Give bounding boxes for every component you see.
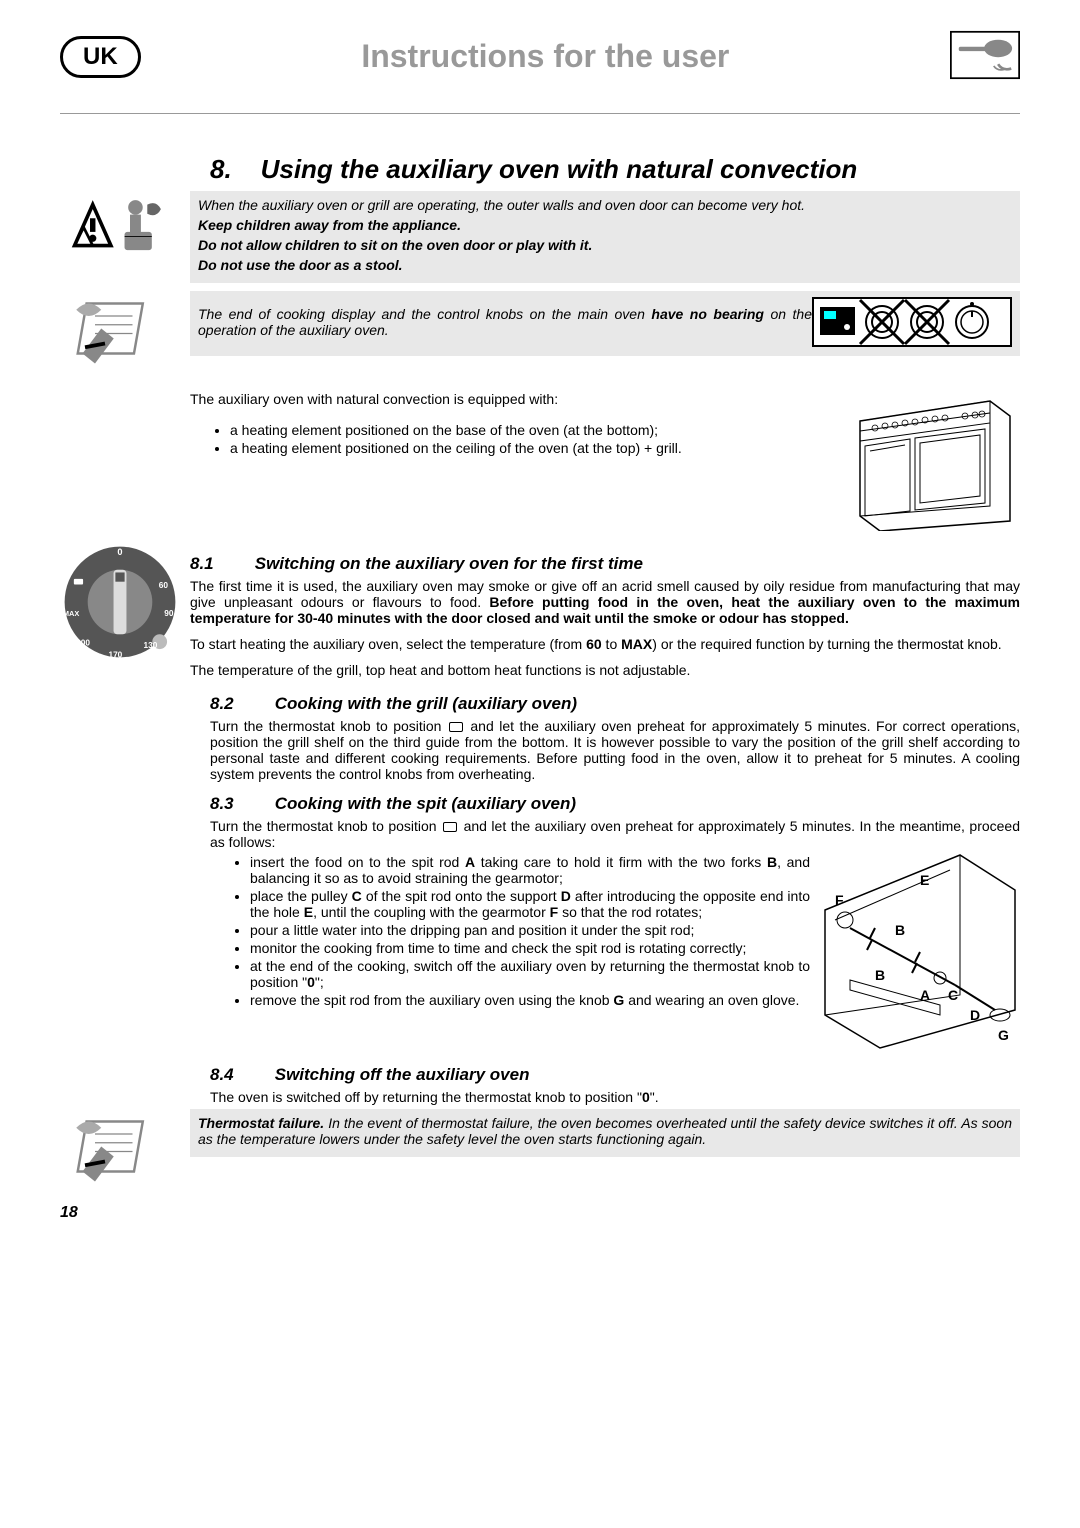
label-B2: B [875,967,885,983]
warning-icon [60,191,190,255]
intro-bullets: a heating element positioned on the base… [190,422,850,456]
s83-title: Cooking with the spit (auxiliary oven) [275,794,576,813]
page-header: UK Instructions for the user [60,30,1020,83]
note1-row: The end of cooking display and the contr… [60,291,1020,366]
warning-line3: Do not allow children to sit on the oven… [198,237,1012,253]
s84-p1a: The oven is switched off by returning th… [210,1089,642,1105]
s82-heading: 8.2 Cooking with the grill (auxiliary ov… [210,694,1020,714]
s84-block: 8.4 Switching off the auxiliary oven The… [210,1065,1020,1105]
s81-p2d: MAX [621,636,652,652]
s82-pa: Turn the thermostat knob to position [210,718,447,734]
s81-p2b: 60 [586,636,602,652]
s81-heading: 8.1 Switching on the auxiliary oven for … [190,554,1020,574]
knobs-panel-icon [812,297,1012,350]
s83-b4: monitor the cooking from time to time an… [250,940,810,956]
dial-130: 130 [144,640,158,650]
label-B: B [895,922,905,938]
dial-max: MAX [63,609,79,618]
header-title: Instructions for the user [141,38,950,75]
s83-num: 8.3 [210,794,270,814]
s81-text: 8.1 Switching on the auxiliary oven for … [190,542,1020,682]
note2-row: Thermostat failure. In the event of ther… [60,1109,1020,1184]
s83-b5: at the end of the cooking, switch off th… [250,958,810,990]
label-G: G [998,1027,1009,1043]
s83-block: 8.3 Cooking with the spit (auxiliary ove… [210,794,1020,1053]
oven-illustration [850,391,1020,534]
s82-block: 8.2 Cooking with the grill (auxiliary ov… [210,694,1020,782]
s83-b1: insert the food on to the spit rod A tak… [250,854,810,886]
s82-num: 8.2 [210,694,270,714]
s81-p2e: ) or the required function by turning th… [652,636,1001,652]
thermostat-dial-icon: 0 60 90 130 170 200 MAX [60,542,190,662]
s82-p: Turn the thermostat knob to position and… [210,718,1020,782]
intro-text: The auxiliary oven with natural convecti… [190,391,850,460]
s83-pa: Turn the thermostat knob to position [210,818,441,834]
uk-badge: UK [60,36,141,78]
note-icon-2 [60,1109,190,1184]
s84-num: 8.4 [210,1065,270,1085]
label-E: E [920,872,929,888]
dial-0: 0 [117,547,122,557]
warning-line1: When the auxiliary oven or grill are ope… [198,197,1012,213]
intro-b1: a heating element positioned on the base… [230,422,850,438]
dial-200: 200 [76,637,90,647]
s81-row: 0 60 90 130 170 200 MAX 8.1 Switching on… [60,542,1020,682]
s83-b6: remove the spit rod from the auxiliary o… [250,992,810,1008]
s81-p1: The first time it is used, the auxiliary… [190,578,1020,626]
warning-text: When the auxiliary oven or grill are ope… [190,191,1020,283]
s81-p2: To start heating the auxiliary oven, sel… [190,636,1020,652]
spit-symbol-icon [443,822,457,832]
label-D: D [970,1007,980,1023]
label-C: C [948,987,958,1003]
s83-intro: Turn the thermostat knob to position and… [210,818,1020,850]
note2-bold: Thermostat failure. [198,1115,324,1131]
s81-num: 8.1 [190,554,250,574]
header-separator [60,113,1020,114]
s84-heading: 8.4 Switching off the auxiliary oven [210,1065,1020,1085]
label-F: F [835,892,844,908]
s84-p1: The oven is switched off by returning th… [210,1089,1020,1105]
note1-bold: have no bearing [651,306,764,322]
section-title: 8. Using the auxiliary oven with natural… [210,154,1020,185]
s81-title: Switching on the auxiliary oven for the … [255,554,643,573]
s83-bullets: insert the food on to the spit rod A tak… [210,854,810,1008]
note-icon [60,291,190,366]
note2-text: Thermostat failure. In the event of ther… [190,1109,1020,1157]
grill-symbol-icon [449,722,463,732]
intro-row: The auxiliary oven with natural convecti… [60,391,1020,534]
s84-title: Switching off the auxiliary oven [275,1065,530,1084]
s83-b3: pour a little water into the dripping pa… [250,922,810,938]
s81-p2c: to [602,636,621,652]
spit-diagram: F E B B A C D G [820,850,1020,1053]
s81-p3: The temperature of the grill, top heat a… [190,662,1020,678]
s84-p1b: 0 [642,1089,650,1105]
section-number: 8. [210,154,232,184]
warning-line2: Keep children away from the appliance. [198,217,1012,233]
s83-heading: 8.3 Cooking with the spit (auxiliary ove… [210,794,1020,814]
note1-text: The end of cooking display and the contr… [190,291,1020,356]
dial-90: 90 [164,608,174,618]
warning-row: When the auxiliary oven or grill are ope… [60,191,1020,283]
label-A: A [920,987,930,1003]
section-heading: Using the auxiliary oven with natural co… [261,154,858,184]
s82-title: Cooking with the grill (auxiliary oven) [275,694,577,713]
page-number: 18 [60,1204,1020,1222]
intro-b2: a heating element positioned on the ceil… [230,440,850,456]
warning-line4: Do not use the door as a stool. [198,257,1012,273]
s83-b2: place the pulley C of the spit rod onto … [250,888,810,920]
note1-part1: The end of cooking display and the contr… [198,306,651,322]
spoon-icon [950,30,1020,83]
s81-p2a: To start heating the auxiliary oven, sel… [190,636,586,652]
s84-p1c: ". [650,1089,659,1105]
dial-60: 60 [159,580,169,590]
intro-lead: The auxiliary oven with natural convecti… [190,391,850,407]
dial-170: 170 [108,649,122,659]
